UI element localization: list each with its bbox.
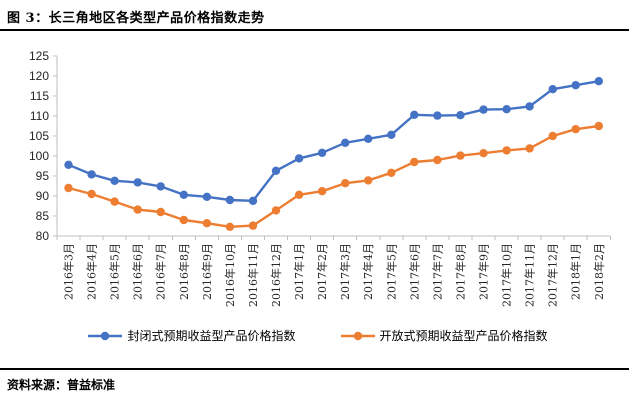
y-tick-label: 105 <box>29 129 49 143</box>
open-series-point <box>317 187 327 196</box>
legend-label-closed: 封闭式预期收益型产品价格指数 <box>127 329 296 343</box>
closed-series-point <box>179 190 188 199</box>
closed-series-point <box>502 105 511 114</box>
closed-series-line <box>67 79 600 203</box>
legend-item-open: 开放式预期收益型产品价格指数 <box>340 327 548 344</box>
x-tick-label: 2016年11月 <box>246 243 260 307</box>
closed-series-point <box>156 182 165 191</box>
open-series-point <box>502 146 511 155</box>
x-tick-label: 2017年7月 <box>430 243 444 300</box>
open-series-point <box>156 207 165 217</box>
source-note: 资料来源：普益标准 <box>7 378 116 392</box>
open-series-point <box>110 197 119 206</box>
x-tick-label: 2017年10月 <box>500 243 514 307</box>
x-tick-label: 2017年11月 <box>523 243 537 307</box>
x-tick-label: 2017年2月 <box>315 243 329 300</box>
x-tick-label: 2016年6月 <box>131 243 145 300</box>
open-series-point <box>271 206 281 215</box>
open-series-point <box>179 215 188 225</box>
open-series-point <box>594 121 603 131</box>
open-series-point <box>387 168 396 177</box>
chart-title: 图 3：长三角地区各类型产品价格指数走势 <box>7 11 265 26</box>
closed-series-point <box>525 102 534 111</box>
x-tick-label: 2016年5月 <box>108 243 122 300</box>
y-tick-label: 80 <box>36 229 50 243</box>
closed-series-point <box>548 85 557 94</box>
open-series-point <box>294 190 304 199</box>
closed-series-point <box>594 77 603 86</box>
y-tick-label: 90 <box>36 189 50 203</box>
open-series-point <box>225 222 235 231</box>
open-series-point <box>479 149 488 158</box>
source-divider <box>0 368 629 370</box>
open-series-point <box>548 131 557 141</box>
x-tick-label: 2017年1月 <box>292 243 306 300</box>
x-tick-label: 2017年8月 <box>453 243 467 300</box>
closed-series-point <box>410 110 419 120</box>
open-series-line <box>67 124 600 229</box>
x-tick-label: 2017年4月 <box>361 243 375 300</box>
open-series-point <box>248 221 258 230</box>
x-tick-label: 2017年9月 <box>477 243 491 300</box>
closed-series-point <box>271 166 281 175</box>
closed-series-marker-icon <box>88 331 123 340</box>
closed-series-point <box>87 170 96 179</box>
closed-series-point <box>433 111 442 120</box>
closed-series-point <box>225 195 235 205</box>
open-series-point <box>456 151 465 160</box>
closed-series-point <box>364 134 373 143</box>
closed-series-point <box>317 148 327 157</box>
closed-series-point <box>110 176 119 185</box>
x-tick-label: 2018年1月 <box>569 243 583 300</box>
closed-series-point <box>248 196 258 205</box>
y-tick-label: 85 <box>36 209 50 223</box>
x-tick-label: 2018年2月 <box>592 243 606 300</box>
open-series-point <box>525 144 534 153</box>
title-divider <box>0 29 629 31</box>
price-index-line-chart: 80 85 90 95 100 105 110 115 120 125 2016年3月 2016年4月… <box>29 49 611 307</box>
y-tick-label: 120 <box>29 69 49 83</box>
x-tick-label: 2016年3月 <box>62 243 76 300</box>
closed-series-point <box>479 105 488 114</box>
x-tick-label: 2016年8月 <box>177 243 191 300</box>
open-series-point <box>410 157 419 167</box>
y-tick-label: 115 <box>30 89 49 103</box>
open-series-point <box>571 125 580 134</box>
closed-series-point <box>294 154 304 163</box>
x-tick-label: 2016年7月 <box>154 243 168 300</box>
x-tick-label: 2016年4月 <box>85 243 99 300</box>
closed-series-point <box>571 81 580 90</box>
y-tick-label: 95 <box>36 169 50 183</box>
y-tick-label: 110 <box>30 109 49 123</box>
open-series-point <box>133 205 142 214</box>
x-tick-label: 2017年5月 <box>384 243 398 300</box>
closed-series-point <box>202 192 212 201</box>
x-tick-label: 2016年12月 <box>269 243 283 307</box>
closed-series-point <box>341 138 350 147</box>
open-series-marker-icon <box>340 331 375 340</box>
closed-series-point <box>387 130 396 139</box>
open-series-point <box>364 176 373 185</box>
open-series-point <box>87 189 96 199</box>
open-series-point <box>64 183 73 193</box>
x-tick-label: 2016年10月 <box>223 243 237 307</box>
closed-series-point <box>133 178 142 187</box>
closed-series-point <box>456 111 465 120</box>
legend-item-closed: 封闭式预期收益型产品价格指数 <box>87 327 296 344</box>
x-tick-label: 2017年3月 <box>338 243 352 300</box>
open-series-point <box>341 179 350 188</box>
legend-label-open: 开放式预期收益型产品价格指数 <box>379 329 548 343</box>
closed-series-point <box>64 160 73 169</box>
open-series-point <box>433 155 442 165</box>
x-tick-label: 2016年9月 <box>200 243 214 300</box>
x-tick-label: 2017年12月 <box>546 243 560 307</box>
y-tick-label: 100 <box>29 149 49 163</box>
open-series-point <box>202 219 212 228</box>
x-tick-label: 2017年6月 <box>407 243 421 300</box>
chart-legend: 封闭式预期收益型产品价格指数 开放式预期收益型产品价格指数 <box>0 327 635 344</box>
y-tick-label: 125 <box>29 49 49 63</box>
